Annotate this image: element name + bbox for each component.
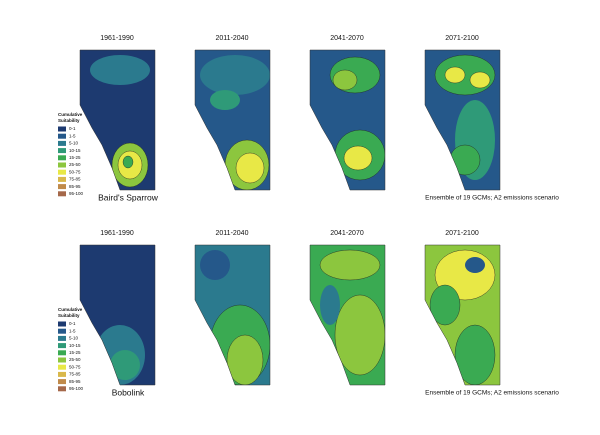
legend-title: Suitability [58, 118, 80, 123]
legend-label: 75-85 [69, 177, 81, 182]
species-name: Bobolink [112, 387, 145, 397]
province-outline [309, 244, 386, 386]
legend-swatch [58, 155, 66, 161]
legend-swatch [58, 148, 66, 154]
legend-swatch [58, 126, 66, 132]
suitability-area [454, 324, 496, 385]
map [310, 50, 385, 190]
suitability-area [319, 249, 381, 281]
legend-label: 1-5 [69, 133, 76, 138]
legend-title: Suitability [58, 313, 80, 318]
period-label: 1961-1990 [100, 35, 134, 42]
legend-swatch [58, 364, 66, 370]
legend-swatch [58, 321, 66, 327]
map [310, 245, 385, 385]
suitability-area [235, 152, 265, 184]
legend-swatch [58, 133, 66, 139]
period-label: 2071-2100 [445, 35, 479, 42]
legend-swatch [58, 184, 66, 190]
map [195, 50, 270, 190]
period-label: 2071-2100 [445, 230, 479, 237]
legend-title: Cumulative [58, 307, 83, 312]
period-label: 1961-1990 [100, 230, 134, 237]
map [425, 245, 500, 385]
suitability-area [429, 284, 461, 326]
suitability-area [110, 350, 140, 380]
map [80, 245, 155, 385]
province-outline [194, 244, 271, 386]
suitability-area [334, 294, 385, 376]
legend-label: 10-15 [69, 148, 81, 153]
species-name: Baird's Sparrow [98, 192, 159, 202]
legend-title: Cumulative [58, 112, 83, 117]
suitability-area [122, 155, 134, 169]
legend-swatch [58, 379, 66, 385]
legend-swatch [58, 343, 66, 349]
legend-swatch [58, 350, 66, 356]
province-outline [424, 49, 501, 191]
province-outline [79, 244, 156, 386]
legend-label: 0-1 [69, 321, 76, 326]
period-label: 2041-2070 [330, 35, 364, 42]
suitability-area [444, 66, 466, 84]
suitability-area [226, 334, 264, 385]
suitability-area [200, 55, 270, 95]
suitability-area [320, 285, 340, 325]
suitability-area [200, 250, 230, 280]
legend-swatch [58, 371, 66, 377]
legend-swatch [58, 357, 66, 363]
legend-swatch [58, 328, 66, 334]
province-outline [309, 49, 386, 191]
legend-label: 0-1 [69, 126, 76, 131]
legend-label: 50-75 [69, 364, 81, 369]
period-label: 2011-2040 [216, 35, 249, 42]
legend-label: 85-95 [69, 379, 81, 384]
suitability-area [332, 69, 358, 91]
province-outline [424, 244, 501, 386]
legend-label: 25-50 [69, 357, 81, 362]
legend-label: 15-25 [69, 350, 81, 355]
legend-swatch [58, 191, 66, 197]
legend-label: 95-100 [69, 191, 84, 196]
legend-swatch [58, 176, 66, 182]
period-label: 2011-2040 [216, 230, 249, 237]
legend-swatch [58, 169, 66, 175]
province-outline [194, 49, 271, 191]
suitability-area [449, 144, 481, 176]
legend-swatch [58, 140, 66, 146]
map [80, 50, 155, 190]
legend-label: 25-50 [69, 162, 81, 167]
legend-label: 15-25 [69, 155, 81, 160]
caption: Ensemble of 19 GCMs; A2 emissions scenar… [425, 390, 559, 397]
legend-label: 75-85 [69, 372, 81, 377]
period-label: 2041-2070 [330, 230, 364, 237]
map [425, 50, 500, 190]
province-outline [79, 49, 156, 191]
suitability-area [343, 145, 373, 171]
suitability-area [469, 71, 491, 89]
legend-label: 50-75 [69, 169, 81, 174]
legend-label: 5-10 [69, 336, 79, 341]
caption: Ensemble of 19 GCMs; A2 emissions scenar… [425, 195, 559, 202]
legend-swatch [58, 335, 66, 341]
legend-label: 85-95 [69, 184, 81, 189]
suitability-area [90, 55, 150, 85]
legend-label: 1-5 [69, 328, 76, 333]
suitability-area [465, 257, 485, 273]
map [195, 245, 270, 385]
legend-swatch [58, 386, 66, 392]
legend-label: 95-100 [69, 386, 84, 391]
legend-label: 5-10 [69, 141, 79, 146]
legend-swatch [58, 162, 66, 168]
legend-label: 10-15 [69, 343, 81, 348]
suitability-area [210, 90, 240, 110]
